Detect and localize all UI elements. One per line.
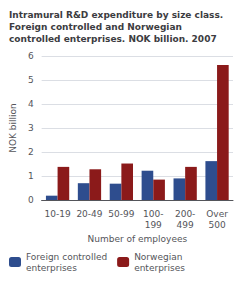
svg-text:Norwegian: Norwegian bbox=[134, 252, 182, 262]
svg-text:199: 199 bbox=[145, 220, 162, 230]
svg-text:6: 6 bbox=[28, 51, 34, 61]
svg-text:controlled enterprises. NOK bi: controlled enterprises. NOK billion. 200… bbox=[9, 34, 217, 44]
svg-text:0: 0 bbox=[28, 195, 34, 205]
svg-text:100-: 100- bbox=[143, 209, 163, 219]
svg-text:3: 3 bbox=[28, 123, 34, 133]
svg-text:5: 5 bbox=[28, 75, 34, 85]
svg-text:Foreign controlled and Norwegi: Foreign controlled and Norwegian bbox=[9, 22, 182, 32]
svg-text:499: 499 bbox=[177, 220, 194, 230]
svg-text:200-: 200- bbox=[175, 209, 195, 219]
svg-text:enterprises: enterprises bbox=[26, 263, 77, 273]
svg-text:2: 2 bbox=[28, 147, 34, 157]
svg-text:NOK billion: NOK billion bbox=[8, 103, 18, 153]
svg-text:10-19: 10-19 bbox=[44, 209, 70, 219]
svg-text:4: 4 bbox=[28, 99, 34, 109]
svg-text:50-99: 50-99 bbox=[108, 209, 134, 219]
svg-text:20-49: 20-49 bbox=[76, 209, 102, 219]
svg-text:Foreign controlled: Foreign controlled bbox=[26, 252, 107, 262]
svg-text:Number of employees: Number of employees bbox=[87, 234, 187, 244]
svg-text:Intramural R&D expenditure by: Intramural R&D expenditure by size class… bbox=[9, 10, 223, 20]
svg-text:500: 500 bbox=[208, 220, 225, 230]
svg-text:1: 1 bbox=[28, 171, 34, 181]
svg-text:Over: Over bbox=[206, 209, 228, 219]
svg-text:enterprises: enterprises bbox=[134, 263, 185, 273]
